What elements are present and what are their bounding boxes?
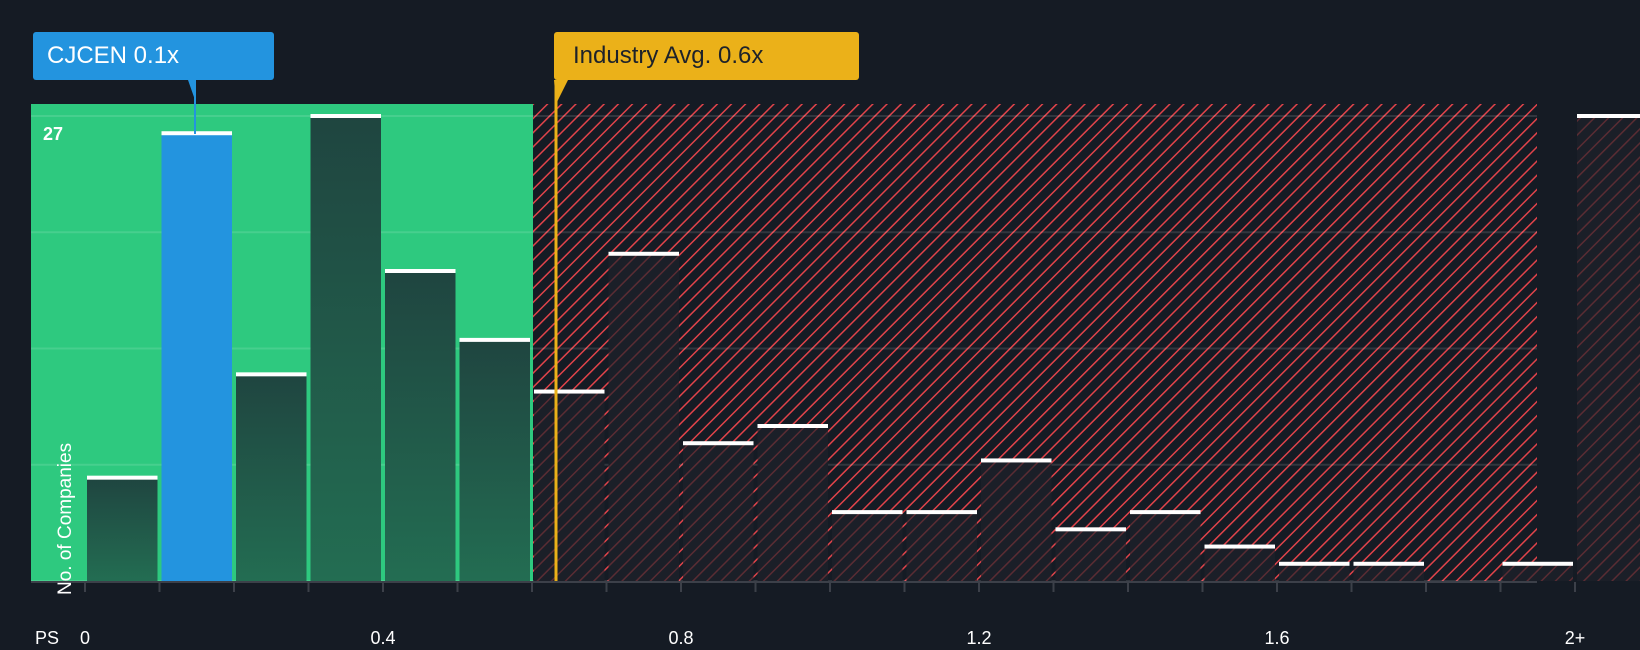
histogram-bar: [683, 441, 754, 581]
histogram-bar: [1279, 562, 1350, 581]
company-pointer-tail: [188, 80, 195, 100]
histogram-bar: [162, 131, 233, 581]
x-tick-label: 1.6: [1264, 628, 1289, 649]
bar-cap: [907, 510, 978, 514]
histogram-bar: [311, 114, 382, 581]
bar-cap: [832, 510, 903, 514]
histogram-bar: [460, 338, 531, 581]
histogram-bar: [907, 510, 978, 581]
bar-cap: [385, 269, 456, 273]
bar-cap: [1503, 562, 1574, 566]
bar-cap: [1354, 562, 1425, 566]
bar-cap: [683, 441, 754, 445]
bar-cap: [534, 390, 605, 394]
x-tick-label: 0.4: [370, 628, 395, 649]
x-tick-label: 0: [80, 628, 90, 649]
ps-distribution-chart: [0, 0, 1640, 650]
histogram-bar: [1577, 114, 1640, 581]
bar-cap: [1205, 545, 1276, 549]
x-axis-prefix: PS: [35, 628, 59, 649]
bar-cap: [311, 114, 382, 118]
histogram-bar: [534, 390, 605, 581]
bar-cap: [758, 424, 829, 428]
histogram-bar: [758, 424, 829, 581]
bar-cap: [1577, 114, 1640, 118]
x-tick-label: 1.2: [966, 628, 991, 649]
histogram-bar: [1354, 562, 1425, 581]
histogram-bar: [87, 476, 158, 581]
histogram-bar: [385, 269, 456, 581]
bar-cap: [1130, 510, 1201, 514]
x-tick-label: 0.8: [668, 628, 693, 649]
company-ps-callout: CJCEN 0.1x: [33, 32, 274, 80]
histogram-bar: [981, 458, 1052, 581]
y-axis-max-label: 27: [43, 124, 63, 145]
bar-cap: [236, 372, 307, 376]
histogram-bar: [236, 372, 307, 581]
bar-cap: [1056, 527, 1127, 531]
histogram-bar: [1130, 510, 1201, 581]
y-axis-title: No. of Companies: [55, 443, 77, 595]
industry-avg-callout: Industry Avg. 0.6x: [554, 32, 859, 80]
bar-cap: [87, 476, 158, 480]
x-tick-label: 2+: [1565, 628, 1586, 649]
bar-cap: [981, 458, 1052, 462]
bar-cap: [609, 252, 680, 256]
bar-cap: [460, 338, 531, 342]
histogram-bar: [1205, 545, 1276, 581]
industry-pointer-tail: [554, 80, 568, 104]
bar-cap: [1279, 562, 1350, 566]
bar-cap: [162, 131, 233, 135]
histogram-bar: [609, 252, 680, 581]
histogram-bar: [1056, 527, 1127, 581]
histogram-bar: [1503, 562, 1574, 581]
histogram-bar: [832, 510, 903, 581]
x-ticks: [85, 582, 1575, 592]
